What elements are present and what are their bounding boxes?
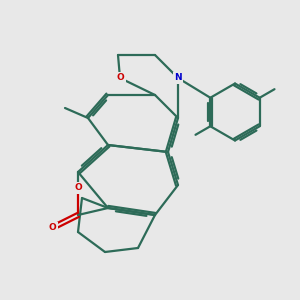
Text: O: O [48,224,56,232]
Text: O: O [116,74,124,82]
Text: O: O [74,184,82,193]
Text: N: N [174,74,182,82]
